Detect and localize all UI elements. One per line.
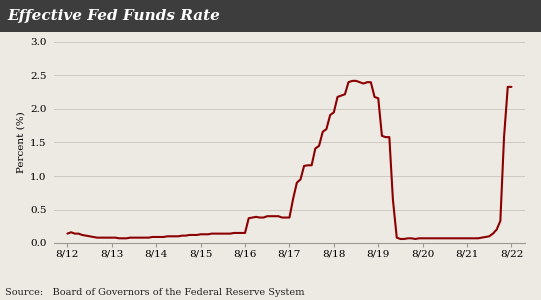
Y-axis label: Percent (%): Percent (%) [17,112,26,173]
Text: Effective Fed Funds Rate: Effective Fed Funds Rate [7,9,220,23]
Text: Source:   Board of Governors of the Federal Reserve System: Source: Board of Governors of the Federa… [5,288,305,297]
